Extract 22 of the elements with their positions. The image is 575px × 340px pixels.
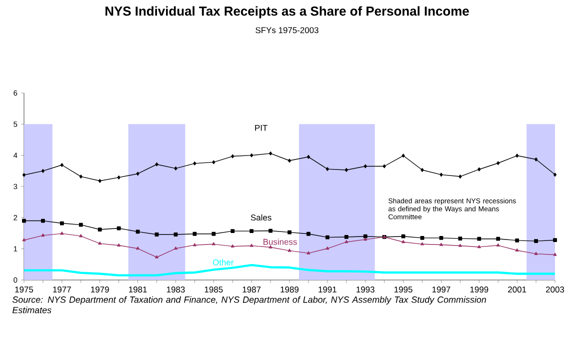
text: PIT: [255, 124, 268, 131]
x-tick-label: 1975: [15, 286, 34, 293]
x-tick-label: 1989: [280, 286, 299, 293]
series-label: Other: [212, 259, 234, 266]
x-tick-label: 1985: [204, 286, 223, 293]
series-label: Business: [264, 238, 297, 245]
x-tick-label: 1987: [242, 286, 261, 293]
series-label: Sales: [250, 214, 272, 221]
x-tick-label: 1983: [166, 286, 185, 293]
x-tick-label: 1993: [356, 286, 374, 293]
x-tick-label: 1977: [53, 286, 71, 293]
x-tick-label: 1997: [432, 286, 450, 293]
x-tick-label: 1999: [470, 286, 488, 293]
chart-title: NYS Individual Tax Receipts as a Share of Personal Income: [106, 6, 469, 18]
x-tick-label: 1981: [129, 286, 147, 293]
x-tick-label: 1979: [91, 286, 109, 293]
chart-subtitle: SFYs 1975-2003: [256, 27, 318, 34]
x-tick-label: 2003: [546, 286, 564, 293]
x-tick-label: 1995: [394, 286, 412, 293]
x-tick-label: 2001: [508, 286, 526, 293]
x-tick-label: 1991: [318, 286, 336, 293]
source-note: Source: NYS Department of Taxation and Finance, NYS Department of Labor, NYS Assembly Tax Study Commission Estimates: [12, 296, 486, 314]
